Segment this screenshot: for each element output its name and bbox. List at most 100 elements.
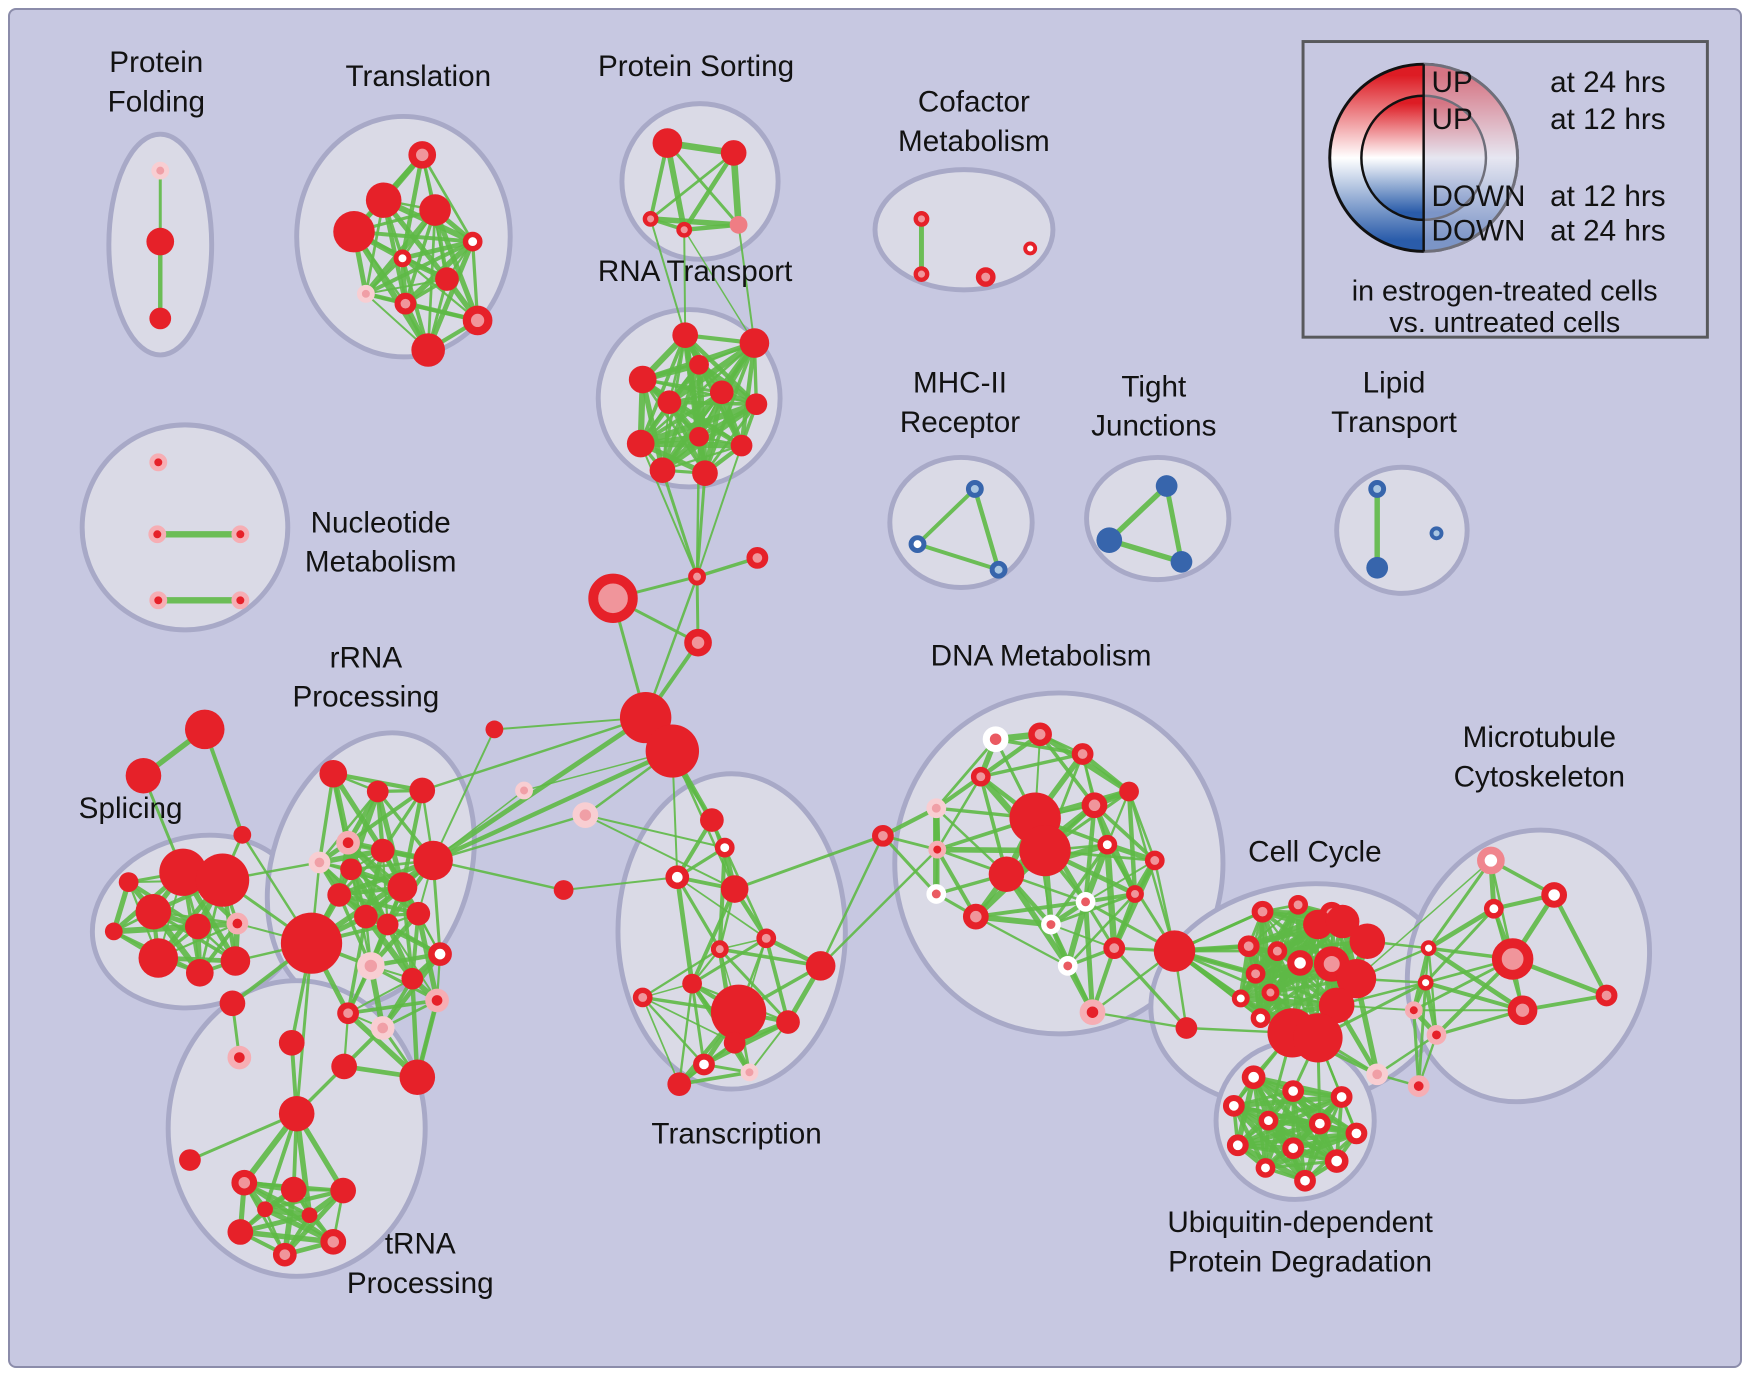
cluster-labels: Protein Folding Translation Protein Sorting… xyxy=(79,46,1625,1300)
cluster-label-mhc-ii-receptor: MHC-II xyxy=(913,366,1007,399)
network-edge-rrna-processing xyxy=(346,998,439,1016)
network-node xyxy=(376,913,399,936)
network-node xyxy=(756,928,777,949)
network-node xyxy=(406,901,431,926)
network-node xyxy=(1287,950,1313,976)
cluster-label-trna-processing: tRNA xyxy=(385,1228,456,1261)
network-edge xyxy=(696,444,743,578)
legend: UP UP DOWN DOWN at 24 hrs at 12 hrs at 1… xyxy=(1301,40,1709,339)
network-edge-rna-transport xyxy=(637,400,760,447)
network-node xyxy=(1153,930,1196,972)
network-node xyxy=(409,777,436,804)
network-node xyxy=(1288,894,1308,915)
network-node xyxy=(1237,935,1260,958)
network-node xyxy=(1349,923,1386,960)
legend-at-24-bottom: at 24 hrs xyxy=(1550,215,1665,248)
cluster-ellipse-mhc-ii-receptor xyxy=(887,454,1035,590)
network-edge-translation xyxy=(425,239,476,353)
network-edge xyxy=(432,728,496,862)
network-edge-dna-metabolism xyxy=(934,737,998,810)
network-node xyxy=(1595,984,1618,1007)
network-node xyxy=(1325,904,1360,939)
network-edge-ubiquitin xyxy=(1231,1094,1345,1109)
network-node xyxy=(928,840,947,859)
network-node xyxy=(278,1029,305,1056)
network-node xyxy=(649,457,676,484)
network-edge xyxy=(584,814,736,891)
network-node xyxy=(184,913,211,940)
network-edge-transcription xyxy=(641,947,721,999)
network-node xyxy=(1507,995,1538,1026)
network-edge-dna-metabolism xyxy=(1038,732,1097,808)
cluster-label-dna-metabolism: DNA Metabolism xyxy=(931,639,1152,672)
network-node xyxy=(720,140,747,166)
network-node xyxy=(354,904,378,929)
network-node xyxy=(965,480,984,498)
network-edge xyxy=(430,748,675,863)
network-node xyxy=(1368,480,1387,498)
network-node xyxy=(462,231,483,252)
network-node xyxy=(1330,1086,1353,1108)
network-node xyxy=(435,267,459,291)
network-node xyxy=(195,853,250,907)
network-node xyxy=(1426,1025,1447,1045)
network-edge-dna-metabolism xyxy=(1082,841,1111,905)
network-node xyxy=(1081,792,1108,819)
network-node xyxy=(151,161,170,180)
cluster-label-ubiquitin-degradation: Protein Degradation xyxy=(1168,1245,1432,1278)
network-node xyxy=(692,460,718,486)
network-node xyxy=(1071,743,1094,765)
network-node xyxy=(356,952,385,980)
network-edge-protein-sorting xyxy=(681,150,736,233)
network-edge xyxy=(737,223,756,345)
network-node xyxy=(233,825,252,844)
cluster-label-cell-cycle: Cell Cycle xyxy=(1248,835,1381,868)
network-node xyxy=(689,426,709,447)
network-edge-transcription xyxy=(674,874,695,986)
legend-down-12: DOWN xyxy=(1432,180,1526,213)
network-edge xyxy=(683,229,756,344)
network-node xyxy=(219,990,246,1017)
network-node xyxy=(327,883,352,907)
network-node xyxy=(308,851,331,874)
network-node xyxy=(684,628,712,657)
network-node xyxy=(272,1242,297,1267)
network-node xyxy=(1345,1122,1368,1145)
network-edge-ubiquitin xyxy=(1263,1159,1339,1170)
network-node xyxy=(1245,963,1266,984)
network-node xyxy=(714,837,735,858)
network-edge-dna-metabolism xyxy=(1066,892,1137,968)
network-node xyxy=(1366,556,1389,579)
network-edge-dna-metabolism xyxy=(1084,859,1156,903)
network-node xyxy=(1241,1065,1266,1090)
network-node xyxy=(805,951,836,981)
network-node xyxy=(1028,722,1052,747)
network-node xyxy=(1079,999,1106,1026)
network-node xyxy=(336,830,360,855)
network-edge-dna-metabolism xyxy=(973,899,1088,919)
network-node xyxy=(988,856,1025,892)
network-edge-rna-transport xyxy=(637,440,745,449)
network-node xyxy=(682,973,702,994)
network-edge-ubiquitin xyxy=(1235,1121,1323,1148)
network-edge xyxy=(188,1112,299,1162)
cluster-label-nucleotide-metabolism: Nucleotide xyxy=(311,506,451,539)
network-edge-rna-transport xyxy=(641,378,707,475)
network-node xyxy=(672,322,699,349)
network-edge-dna-metabolism xyxy=(1091,1011,1188,1030)
cluster-ellipse-tight-junctions xyxy=(1084,454,1232,583)
network-node xyxy=(1417,974,1434,991)
network-edge-protein-sorting xyxy=(665,141,741,227)
network-node xyxy=(553,880,574,900)
network-node xyxy=(1041,914,1061,935)
network-edge xyxy=(431,813,587,862)
network-node xyxy=(419,194,451,226)
network-edge-translation xyxy=(364,278,448,295)
network-node xyxy=(1251,900,1274,923)
cluster-label-nucleotide-metabolism: Metabolism xyxy=(305,546,457,579)
network-edge-transcription xyxy=(690,887,737,986)
network-edge-dna-metabolism xyxy=(974,915,1069,968)
network-node xyxy=(572,802,599,828)
network-node xyxy=(220,946,251,976)
network-node xyxy=(227,1045,252,1070)
